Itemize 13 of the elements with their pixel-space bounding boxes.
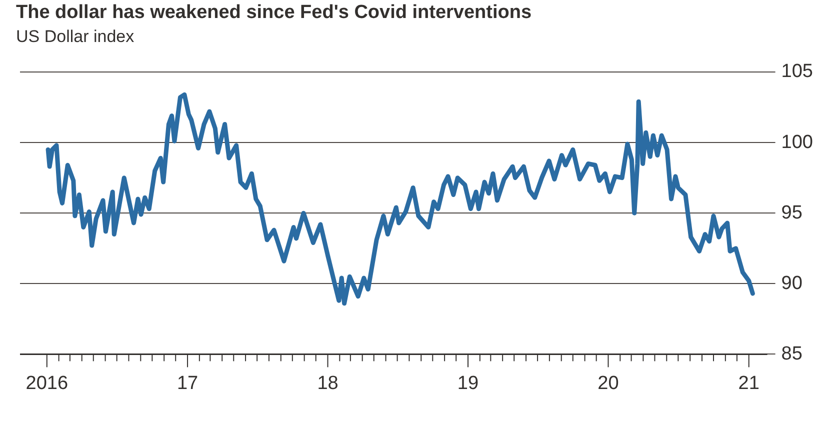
x-tick-label: 21 xyxy=(738,372,760,394)
y-tick-label: 85 xyxy=(781,343,802,364)
x-tick-label: 19 xyxy=(457,372,479,394)
y-tick-label: 105 xyxy=(781,61,813,82)
y-tick-label: 90 xyxy=(781,272,802,294)
y-tick-label: 100 xyxy=(781,132,813,153)
x-tick-label: 17 xyxy=(176,372,198,394)
chart-title: The dollar has weakened since Fed's Covid interventions xyxy=(16,2,532,24)
x-tick-label: 2016 xyxy=(26,372,68,394)
y-tick-label: 95 xyxy=(781,202,802,224)
x-tick-label: 18 xyxy=(317,372,338,394)
x-tick-label: 20 xyxy=(598,372,619,394)
chart-subtitle: US Dollar index xyxy=(16,27,134,47)
